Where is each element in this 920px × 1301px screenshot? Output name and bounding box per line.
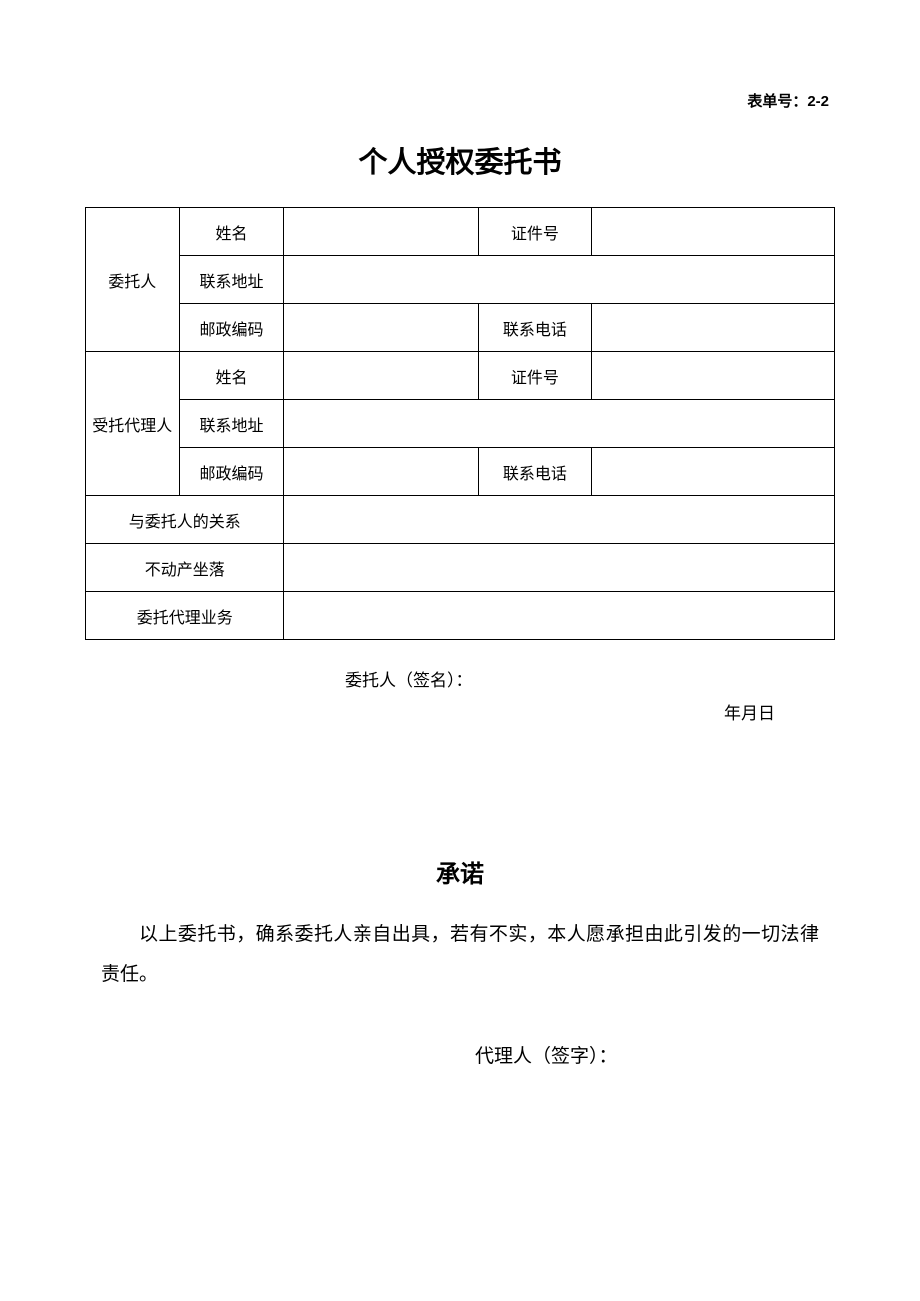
principal-phone-value xyxy=(591,304,834,352)
principal-signature-label: 委托人（签名）： xyxy=(85,666,835,691)
table-row: 委托代理业务 xyxy=(86,592,835,640)
label-id: 证件号 xyxy=(479,208,591,256)
label-address: 联系地址 xyxy=(179,256,284,304)
property-value xyxy=(284,544,835,592)
agent-header: 受托代理人 xyxy=(86,352,180,496)
table-row: 受托代理人 姓名 证件号 xyxy=(86,352,835,400)
principal-header: 委托人 xyxy=(86,208,180,352)
agent-name-value xyxy=(284,352,479,400)
label-postcode: 邮政编码 xyxy=(179,448,284,496)
label-postcode: 邮政编码 xyxy=(179,304,284,352)
authorization-table: 委托人 姓名 证件号 联系地址 邮政编码 联系电话 受托代理人 姓名 证件号 联… xyxy=(85,207,835,640)
commitment-title: 承诺 xyxy=(85,854,835,889)
table-row: 邮政编码 联系电话 xyxy=(86,304,835,352)
label-business: 委托代理业务 xyxy=(86,592,284,640)
table-row: 与委托人的关系 xyxy=(86,496,835,544)
label-property: 不动产坐落 xyxy=(86,544,284,592)
label-phone: 联系电话 xyxy=(479,448,591,496)
agent-phone-value xyxy=(591,448,834,496)
agent-signature-label: 代理人（签字）： xyxy=(85,1041,835,1068)
table-row: 邮政编码 联系电话 xyxy=(86,448,835,496)
label-relation: 与委托人的关系 xyxy=(86,496,284,544)
page-container: 表单号：2-2 个人授权委托书 委托人 姓名 证件号 联系地址 邮政编码 联系电… xyxy=(0,0,920,1068)
agent-id-value xyxy=(591,352,834,400)
table-row: 不动产坐落 xyxy=(86,544,835,592)
principal-name-value xyxy=(284,208,479,256)
label-name: 姓名 xyxy=(179,208,284,256)
date-label: 年月日 xyxy=(85,699,835,724)
relation-value xyxy=(284,496,835,544)
table-row: 委托人 姓名 证件号 xyxy=(86,208,835,256)
commitment-body: 以上委托书，确系委托人亲自出具，若有不实，本人愿承担由此引发的一切法律责任。 xyxy=(85,915,835,995)
signature-block: 委托人（签名）： 年月日 xyxy=(85,666,835,724)
agent-postcode-value xyxy=(284,448,479,496)
agent-address-value xyxy=(284,400,835,448)
principal-address-value xyxy=(284,256,835,304)
table-row: 联系地址 xyxy=(86,400,835,448)
principal-postcode-value xyxy=(284,304,479,352)
principal-id-value xyxy=(591,208,834,256)
table-row: 联系地址 xyxy=(86,256,835,304)
label-address: 联系地址 xyxy=(179,400,284,448)
business-value xyxy=(284,592,835,640)
label-name: 姓名 xyxy=(179,352,284,400)
label-phone: 联系电话 xyxy=(479,304,591,352)
form-number: 表单号：2-2 xyxy=(85,90,835,111)
document-title: 个人授权委托书 xyxy=(85,139,835,181)
label-id: 证件号 xyxy=(479,352,591,400)
